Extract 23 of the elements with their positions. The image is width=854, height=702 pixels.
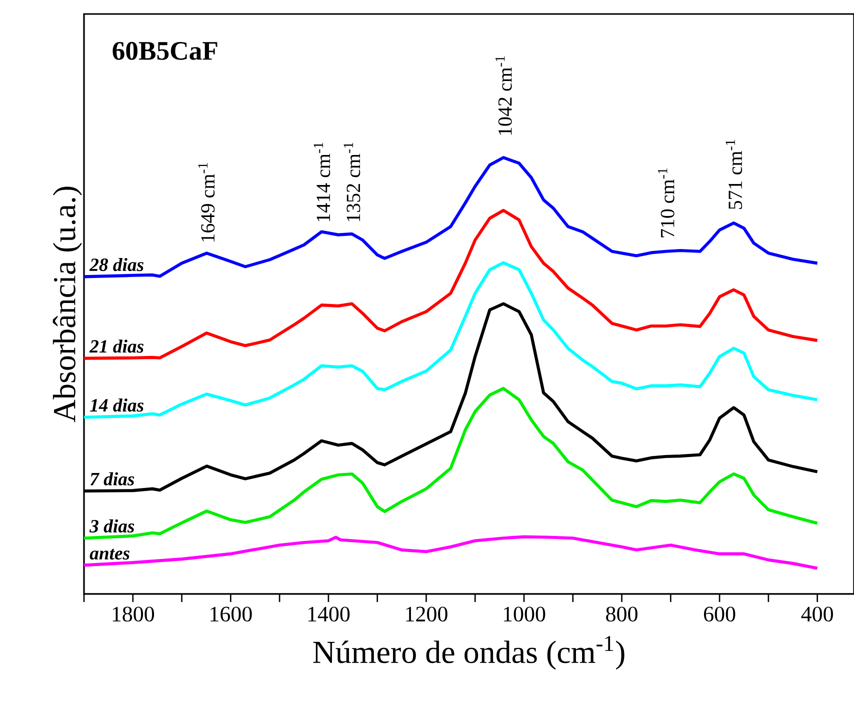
annotation: 710 cm$^{-1}$	[658, 168, 674, 238]
x-tick-label: 1600	[210, 606, 252, 622]
x-tick-label: 400	[801, 606, 833, 622]
series-label: 21 dias	[89, 340, 144, 353]
series-label: antes	[90, 548, 130, 560]
annotation: 1352 cm$^{-1}$	[344, 142, 360, 222]
annotation: 571 cm$^{-1}$	[726, 140, 742, 209]
x-tick-label: 1000	[504, 606, 546, 622]
annotation: 1649 cm$^{-1}$	[198, 162, 215, 242]
x-tick-label: 600	[704, 606, 736, 622]
y-axis-title: Absorbância (u.a.)	[52, 186, 82, 422]
series-label: 7 dias	[90, 472, 134, 486]
text: 1042 cm$^{-1}$	[495, 56, 512, 135]
x-tick-label: 1200	[406, 606, 448, 622]
x-tick-label: 800	[606, 606, 638, 622]
series-label: 28 dias	[89, 258, 144, 272]
chart-title: 60B5CaF	[112, 42, 218, 60]
annotation: 1414 cm$^{-1}$	[314, 142, 330, 222]
x-tick-label: 1800	[112, 606, 154, 622]
x-axis-title: Número de ondas (cm$^{-1}$)	[313, 636, 624, 670]
series-label: 14 dias	[90, 398, 144, 412]
x-tick-label: 1400	[308, 606, 350, 622]
series-label: 3 dias	[89, 519, 134, 533]
